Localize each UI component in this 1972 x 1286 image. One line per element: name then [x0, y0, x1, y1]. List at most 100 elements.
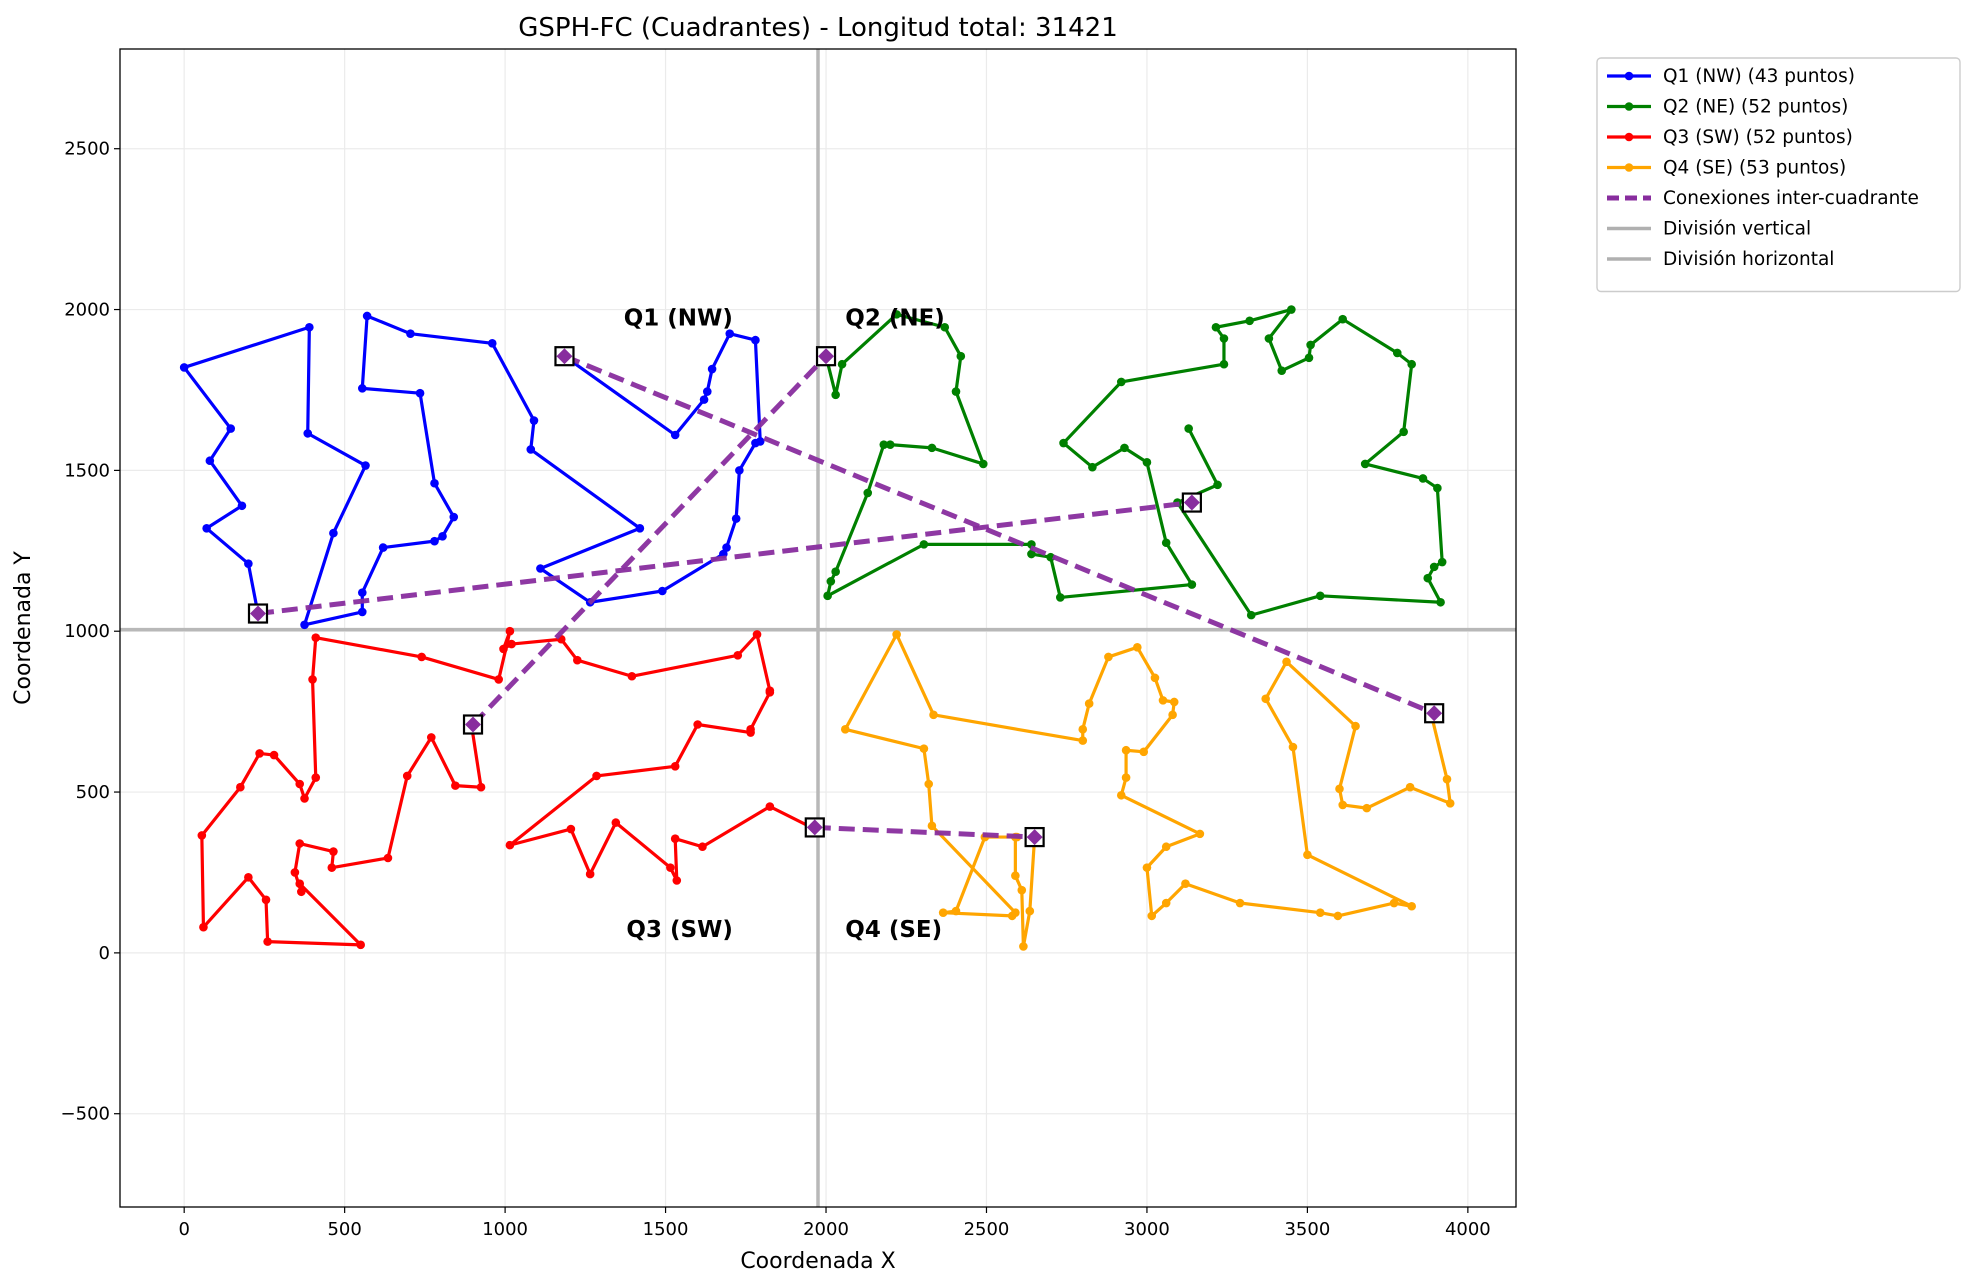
- data-point: [666, 863, 675, 872]
- x-tick-label: 1000: [482, 1219, 528, 1240]
- data-point: [526, 445, 536, 454]
- data-point: [329, 847, 338, 856]
- data-point: [383, 853, 393, 863]
- data-point: [295, 839, 305, 848]
- data-point: [1121, 745, 1131, 755]
- data-point: [1011, 871, 1020, 880]
- data-point: [1025, 906, 1035, 916]
- data-point: [1433, 483, 1442, 493]
- quadrant-divisions: [120, 49, 1516, 1207]
- data-point: [731, 514, 741, 523]
- data-point: [1418, 474, 1428, 483]
- data-point: [924, 779, 934, 789]
- data-point: [670, 762, 680, 771]
- data-point: [1121, 773, 1131, 782]
- data-point: [357, 384, 367, 393]
- data-point: [327, 863, 337, 872]
- data-point: [592, 771, 601, 781]
- series-q4: [840, 630, 1455, 951]
- data-point: [831, 567, 840, 577]
- y-tick-label: 0: [99, 943, 110, 964]
- x-tick-label: 1500: [643, 1219, 689, 1240]
- legend-swatch-marker: [1624, 102, 1634, 111]
- data-point: [670, 834, 680, 843]
- legend-label: Q1 (NW) (43 puntos): [1663, 66, 1855, 87]
- data-point: [1168, 710, 1177, 720]
- data-point: [1017, 885, 1027, 895]
- data-point: [725, 329, 735, 338]
- data-point: [1392, 348, 1402, 358]
- legend-swatch-marker: [1624, 132, 1634, 142]
- data-point: [197, 831, 207, 840]
- data-point: [1219, 359, 1229, 369]
- data-point: [919, 540, 929, 549]
- data-point: [499, 644, 508, 654]
- connection-line: [471, 354, 828, 727]
- series-q2: [821, 305, 1447, 620]
- connection-endpoint-marker: [804, 817, 825, 838]
- quadrant-labels: Q1 (NW) Q2 (NE) Q3 (SW) Q4 (SE): [624, 306, 945, 943]
- data-point: [670, 430, 680, 440]
- connection-endpoint-marker: [1424, 703, 1445, 724]
- data-point: [236, 782, 245, 792]
- data-point: [1139, 747, 1149, 757]
- data-point: [487, 339, 497, 348]
- data-point: [1338, 314, 1348, 324]
- data-point: [1303, 850, 1312, 860]
- legend-swatch-marker: [1624, 71, 1634, 81]
- data-point: [1246, 610, 1256, 620]
- data-point: [1287, 305, 1296, 314]
- data-point: [1184, 424, 1193, 433]
- connection-endpoint-marker: [1024, 826, 1045, 848]
- legend-entry: Q3 (SW) (52 puntos): [1607, 127, 1853, 148]
- series-q3: [197, 626, 820, 950]
- data-point: [1158, 696, 1168, 705]
- series-line-q2: [824, 307, 1444, 617]
- data-point: [1445, 799, 1455, 808]
- data-point: [1407, 901, 1417, 911]
- data-point: [361, 461, 370, 470]
- data-point: [1116, 377, 1126, 387]
- data-point: [702, 387, 712, 396]
- data-point: [892, 310, 901, 319]
- data-point: [406, 329, 415, 338]
- data-point: [585, 869, 595, 879]
- data-point: [919, 744, 929, 753]
- x-tick-label: 2000: [803, 1219, 849, 1240]
- data-point: [1315, 908, 1325, 917]
- legend-box: [1596, 57, 1961, 293]
- connection-endpoint-marker: [462, 714, 484, 735]
- data-point: [1161, 538, 1171, 548]
- endpoint-diamond: [1426, 705, 1443, 722]
- data-point: [476, 782, 486, 792]
- legend-label: División horizontal: [1663, 249, 1834, 270]
- data-point: [205, 456, 215, 466]
- data-point: [505, 626, 515, 636]
- axis-ticks: 0 500 1000 1500 2000 2500 3000 3500 4000 −500 0 500…: [61, 139, 1491, 1240]
- data-point: [356, 940, 365, 950]
- data-point: [494, 675, 503, 684]
- endpoint-diamond: [1026, 829, 1043, 846]
- data-point: [951, 906, 961, 916]
- data-point: [1078, 736, 1088, 745]
- series-line-q3: [200, 629, 816, 947]
- data-point: [402, 771, 412, 781]
- data-point: [755, 437, 765, 446]
- data-point: [735, 466, 744, 475]
- data-point: [733, 651, 743, 660]
- data-point: [892, 630, 901, 639]
- data-point: [837, 359, 847, 369]
- data-point: [938, 908, 948, 917]
- endpoint-diamond: [556, 348, 573, 365]
- data-point: [255, 749, 264, 758]
- data-point: [751, 335, 760, 345]
- data-point: [226, 424, 236, 433]
- data-point: [415, 388, 425, 398]
- data-point: [1027, 549, 1036, 559]
- data-point: [430, 478, 439, 488]
- data-point: [765, 686, 775, 696]
- legend-entry: Q1 (NW) (43 puntos): [1607, 66, 1855, 87]
- legend-label: Q3 (SW) (52 puntos): [1663, 127, 1853, 148]
- legend-label: División vertical: [1663, 219, 1811, 240]
- data-point: [536, 564, 545, 573]
